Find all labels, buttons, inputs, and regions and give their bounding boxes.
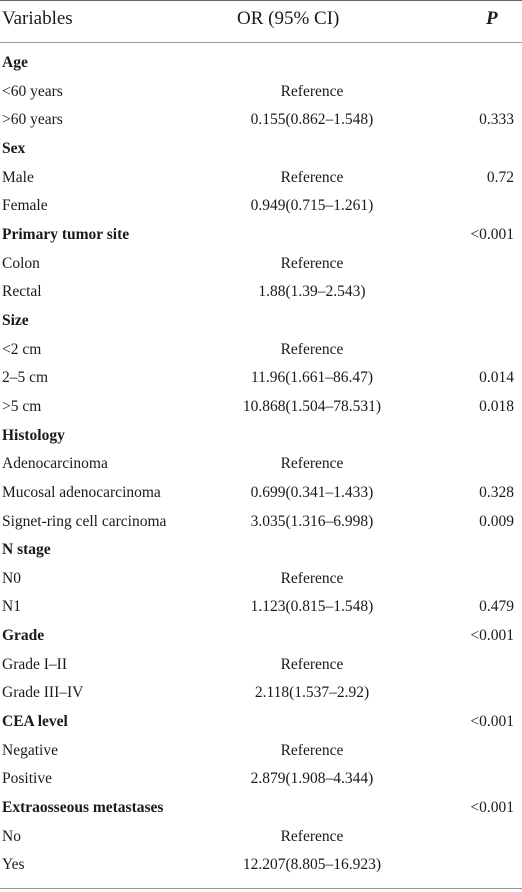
variable-cell: Histology xyxy=(2,426,65,444)
table-row: Negative Reference xyxy=(0,737,522,766)
or-cell: 2.118(1.537–2.92) xyxy=(254,684,370,702)
variable-cell: No xyxy=(2,827,21,845)
table-row: No Reference xyxy=(0,823,522,852)
p-value-cell: <0.001 xyxy=(470,799,514,817)
variable-cell: Size xyxy=(2,311,29,329)
group-row: CEA level <0.001 xyxy=(0,708,522,737)
variable-cell: CEA level xyxy=(2,713,68,731)
table-row: N0 Reference xyxy=(0,565,522,594)
p-value-cell: <0.001 xyxy=(470,225,514,243)
p-value-cell: 0.018 xyxy=(479,397,514,415)
or-cell: Reference xyxy=(280,741,344,759)
group-row: Grade <0.001 xyxy=(0,622,522,651)
p-value-cell: 0.328 xyxy=(479,483,514,501)
header-p: P xyxy=(486,8,498,29)
top-rule xyxy=(0,0,522,1)
variable-cell: N1 xyxy=(2,598,21,616)
table-row: 2–5 cm 11.96(1.661–86.47) 0.014 xyxy=(0,364,522,393)
table-row: Positive 2.879(1.908–4.344) xyxy=(0,765,522,794)
table-row: Male Reference 0.72 xyxy=(0,164,522,193)
table-row: >5 cm 10.868(1.504–78.531) 0.018 xyxy=(0,393,522,422)
table-row: Yes 12.207(8.805–16.923) xyxy=(0,851,522,880)
variable-cell: Grade xyxy=(2,627,45,645)
or-cell: 1.88(1.39–2.543) xyxy=(258,283,366,301)
or-cell: Reference xyxy=(280,254,344,272)
group-row: Age xyxy=(0,49,522,78)
table-body: Age <60 years Reference >60 years 0.155(0.86… xyxy=(0,49,522,880)
group-row: Size xyxy=(0,307,522,336)
table-header: Variables OR (95% CI) P xyxy=(0,0,522,42)
bottom-rule xyxy=(0,888,522,889)
p-value-cell: 0.72 xyxy=(486,168,514,186)
or-cell: 10.868(1.504–78.531) xyxy=(242,397,382,415)
variable-cell: Signet-ring cell carcinoma xyxy=(2,512,167,530)
header-variables: Variables xyxy=(2,8,73,29)
or-cell: 0.949(0.715–1.261) xyxy=(250,197,374,215)
table-row: Grade III–IV 2.118(1.537–2.92) xyxy=(0,679,522,708)
or-cell: Reference xyxy=(280,827,344,845)
variable-cell: N stage xyxy=(2,541,51,559)
group-row: Primary tumor site <0.001 xyxy=(0,221,522,250)
table-row: Colon Reference xyxy=(0,250,522,279)
table-row: Female 0.949(0.715–1.261) xyxy=(0,192,522,221)
variable-cell: 2–5 cm xyxy=(2,369,49,387)
table-row: <2 cm Reference xyxy=(0,336,522,365)
header-rule xyxy=(0,42,522,43)
or-cell: Reference xyxy=(280,168,344,186)
p-value-cell: <0.001 xyxy=(470,627,514,645)
variable-cell: Rectal xyxy=(2,283,42,301)
or-cell: Reference xyxy=(280,340,344,358)
header-or: OR (95% CI) xyxy=(237,8,340,29)
p-value-cell: 0.014 xyxy=(479,369,514,387)
group-row: N stage xyxy=(0,536,522,565)
variable-cell: Positive xyxy=(2,770,52,788)
table-row: Signet-ring cell carcinoma 3.035(1.316–6.… xyxy=(0,508,522,537)
variable-cell: Grade III–IV xyxy=(2,684,84,702)
or-cell: 11.96(1.661–86.47) xyxy=(250,369,374,387)
variable-cell: Yes xyxy=(2,856,25,874)
or-cell: 0.699(0.341–1.433) xyxy=(250,483,374,501)
variable-cell: Adenocarcinoma xyxy=(2,455,108,473)
table-row: Mucosal adenocarcinoma 0.699(0.341–1.433)… xyxy=(0,479,522,508)
table-row: Grade I–II Reference xyxy=(0,651,522,680)
variable-cell: Primary tumor site xyxy=(2,225,130,243)
variable-cell: >5 cm xyxy=(2,397,42,415)
variable-cell: Mucosal adenocarcinoma xyxy=(2,483,161,501)
p-value-cell: 0.009 xyxy=(479,512,514,530)
group-row: Histology xyxy=(0,422,522,451)
variable-cell: Sex xyxy=(2,139,26,157)
or-cell: 3.035(1.316–6.998) xyxy=(250,512,374,530)
or-cell: Reference xyxy=(280,455,344,473)
variable-cell: <2 cm xyxy=(2,340,42,358)
variable-cell: N0 xyxy=(2,569,21,587)
or-cell: 1.123(0.815–1.548) xyxy=(250,598,374,616)
table-row: <60 years Reference xyxy=(0,78,522,107)
table-row: N1 1.123(0.815–1.548) 0.479 xyxy=(0,593,522,622)
p-value-cell: <0.001 xyxy=(470,713,514,731)
or-cell: 12.207(8.805–16.923) xyxy=(242,856,382,874)
variable-cell: Male xyxy=(2,168,34,186)
variable-cell: Extraosseous metastases xyxy=(2,799,164,817)
or-cell: Reference xyxy=(280,569,344,587)
variable-cell: Age xyxy=(2,54,28,71)
p-value-cell: 0.479 xyxy=(479,598,514,616)
or-cell: Reference xyxy=(280,655,344,673)
variable-cell: Grade I–II xyxy=(2,655,67,673)
or-cell: 2.879(1.908–4.344) xyxy=(250,770,374,788)
variable-cell: Colon xyxy=(2,254,40,272)
variable-cell: >60 years xyxy=(2,111,63,129)
or-cell: Reference xyxy=(280,82,344,100)
variable-cell: <60 years xyxy=(2,82,63,100)
p-value-cell: 0.333 xyxy=(479,111,514,129)
group-row: Extraosseous metastases <0.001 xyxy=(0,794,522,823)
group-row: Sex xyxy=(0,135,522,164)
variable-cell: Female xyxy=(2,197,48,215)
table-row: Rectal 1.88(1.39–2.543) xyxy=(0,278,522,307)
table-row: Adenocarcinoma Reference xyxy=(0,450,522,479)
or-cell: 0.155(0.862–1.548) xyxy=(250,111,374,129)
table-row: >60 years 0.155(0.862–1.548) 0.333 xyxy=(0,106,522,135)
variable-cell: Negative xyxy=(2,741,58,759)
